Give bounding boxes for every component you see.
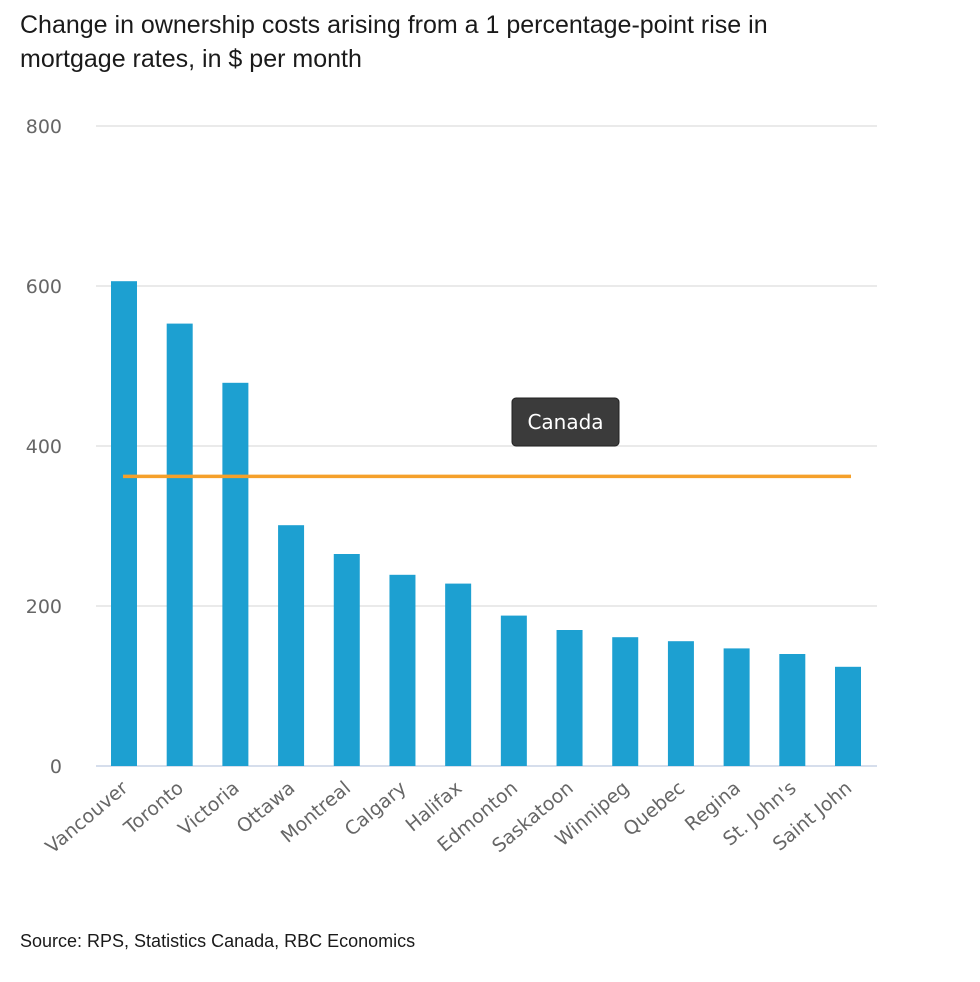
reference-line-label: Canada	[527, 410, 603, 434]
reference-line-layer: Canada	[123, 397, 851, 479]
bar	[835, 666, 861, 766]
bar	[612, 637, 639, 766]
chart-title: Change in ownership costs arising from a…	[20, 11, 768, 73]
y-tick-label: 400	[26, 436, 62, 458]
bar-chart: 0 200 400 600 800 VancouverTorontoVictoriaOt…	[26, 116, 877, 858]
reference-line-label-box	[511, 397, 620, 447]
bar	[667, 641, 694, 766]
bar	[222, 382, 249, 766]
x-tick-label: Quebec	[619, 777, 689, 841]
bar	[500, 615, 527, 766]
x-tick-label: Vancouver	[41, 777, 132, 858]
bar	[278, 525, 305, 766]
y-axis-tick-labels: 0 200 400 600 800	[26, 116, 62, 778]
y-tick-label: 200	[26, 596, 62, 618]
bar	[723, 648, 750, 766]
bar	[111, 281, 137, 766]
chart-source: Source: RPS, Statistics Canada, RBC Econ…	[20, 931, 416, 951]
bar	[445, 583, 472, 766]
x-tick-label: Toronto	[119, 777, 188, 840]
x-tick-label: Victoria	[174, 777, 243, 840]
x-axis-tick-labels: VancouverTorontoVictoriaOttawaMontrealCa…	[41, 777, 856, 858]
bar	[779, 654, 806, 766]
y-tick-label: 600	[26, 276, 62, 298]
grid-layer	[96, 125, 877, 767]
bar-layer	[111, 281, 861, 766]
bar	[333, 554, 360, 766]
bar	[166, 323, 193, 766]
y-tick-label: 800	[26, 116, 62, 138]
bar	[389, 574, 416, 766]
x-tick-label: Calgary	[341, 777, 411, 841]
bar	[556, 630, 583, 766]
y-tick-label: 0	[50, 756, 62, 778]
